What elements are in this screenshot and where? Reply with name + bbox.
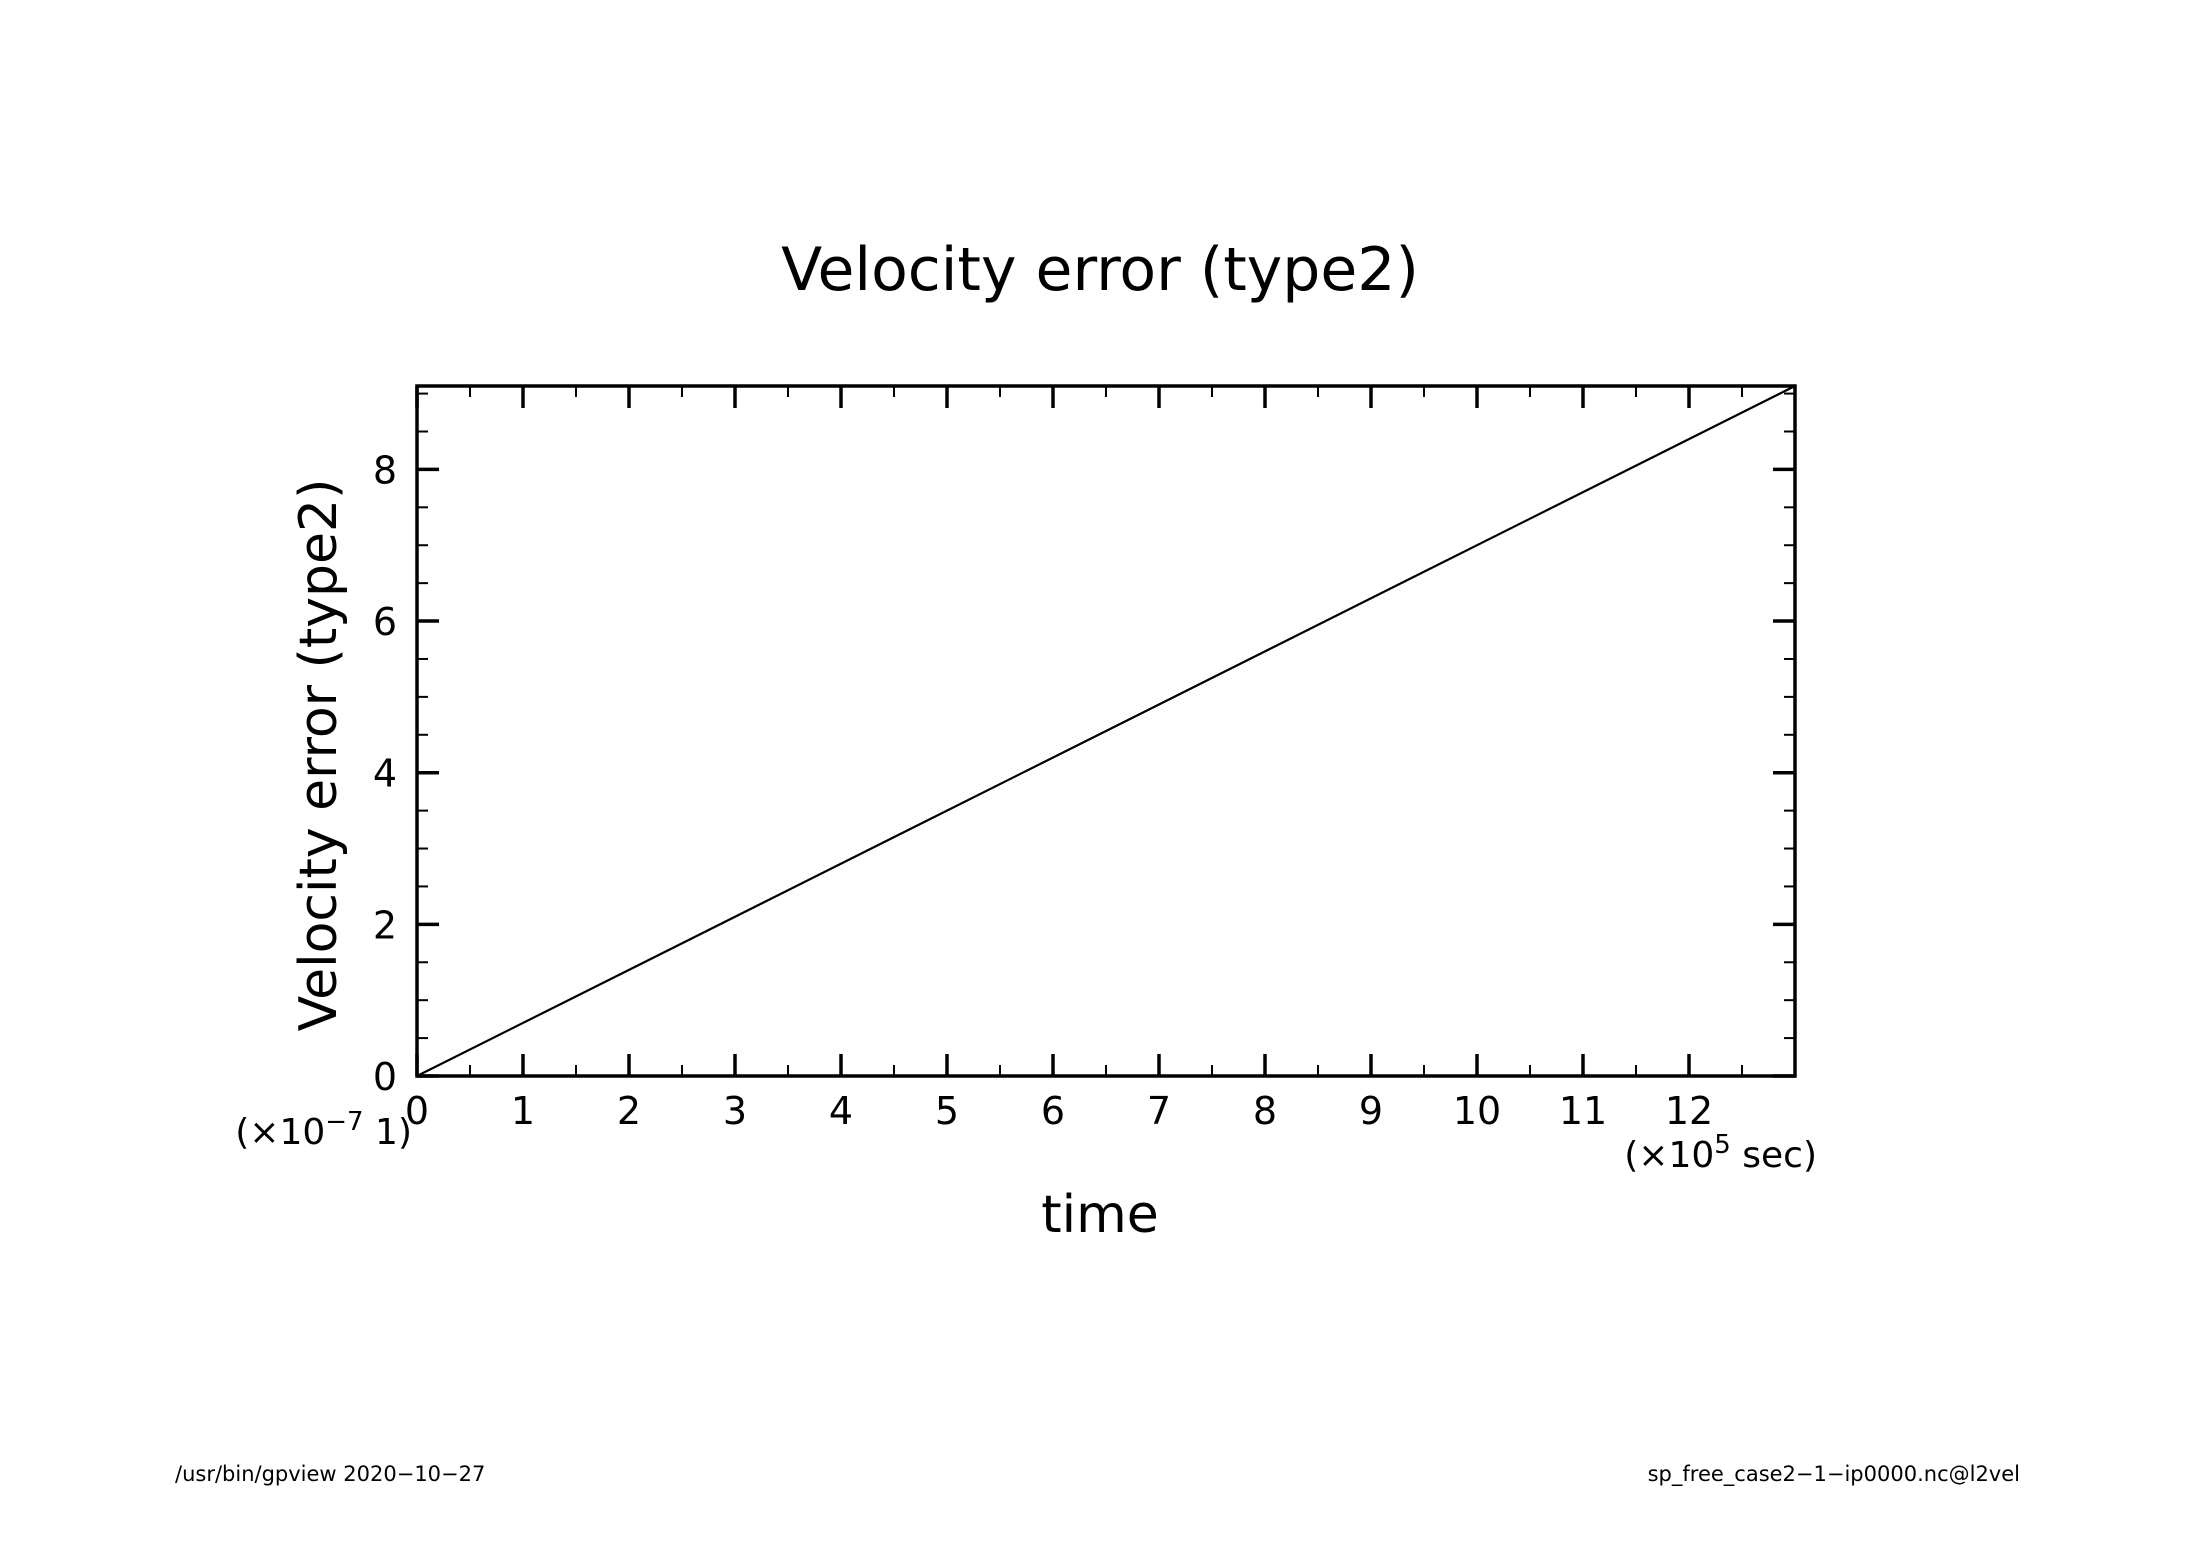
x-tick-label: 6 <box>1041 1089 1065 1133</box>
x-tick-label: 7 <box>1147 1089 1171 1133</box>
x-tick-label: 8 <box>1253 1089 1277 1133</box>
x-scale-exp: 5 <box>1714 1130 1731 1160</box>
x-tick-label: 9 <box>1359 1089 1383 1133</box>
y-tick-label: 6 <box>373 600 397 644</box>
x-scale-prefix: (×10 <box>1624 1135 1714 1176</box>
y-scale-note: (×10−7 1) <box>235 1107 412 1153</box>
axis-ticks <box>415 386 1795 1078</box>
y-tick-label: 2 <box>373 903 397 947</box>
x-axis-label: time <box>1041 1185 1158 1245</box>
footer-source-file: sp_free_case2−1−ip0000.nc@l2vel <box>1648 1462 2020 1487</box>
x-scale-suffix: sec) <box>1731 1135 1817 1176</box>
x-tick-label: 5 <box>935 1089 959 1133</box>
x-tick-label: 1 <box>511 1089 535 1133</box>
x-tick-label: 4 <box>829 1089 853 1133</box>
y-scale-prefix: (×10 <box>235 1112 325 1153</box>
y-axis-label: Velocity error (type2) <box>289 479 349 1032</box>
y-scale-exp: −7 <box>325 1107 363 1137</box>
y-scale-suffix: 1) <box>364 1112 412 1153</box>
x-tick-label: 11 <box>1559 1089 1607 1133</box>
y-tick-label: 0 <box>373 1055 397 1099</box>
chart-title: Velocity error (type2) <box>781 235 1419 305</box>
series-group <box>416 385 1796 1077</box>
x-tick-label: 0 <box>405 1089 429 1133</box>
footer-program-date: /usr/bin/gpview 2020−10−27 <box>175 1462 485 1486</box>
x-tick-label: 3 <box>723 1089 747 1133</box>
x-tick-label: 2 <box>617 1089 641 1133</box>
x-scale-note: (×105 sec) <box>1624 1130 1817 1176</box>
x-tick-label: 10 <box>1453 1089 1501 1133</box>
series-line-0 <box>416 385 1796 1077</box>
x-tick-label: 12 <box>1665 1089 1713 1133</box>
y-tick-label: 8 <box>373 448 397 492</box>
y-tick-label: 4 <box>373 752 397 796</box>
plot-frame <box>415 384 1797 1078</box>
